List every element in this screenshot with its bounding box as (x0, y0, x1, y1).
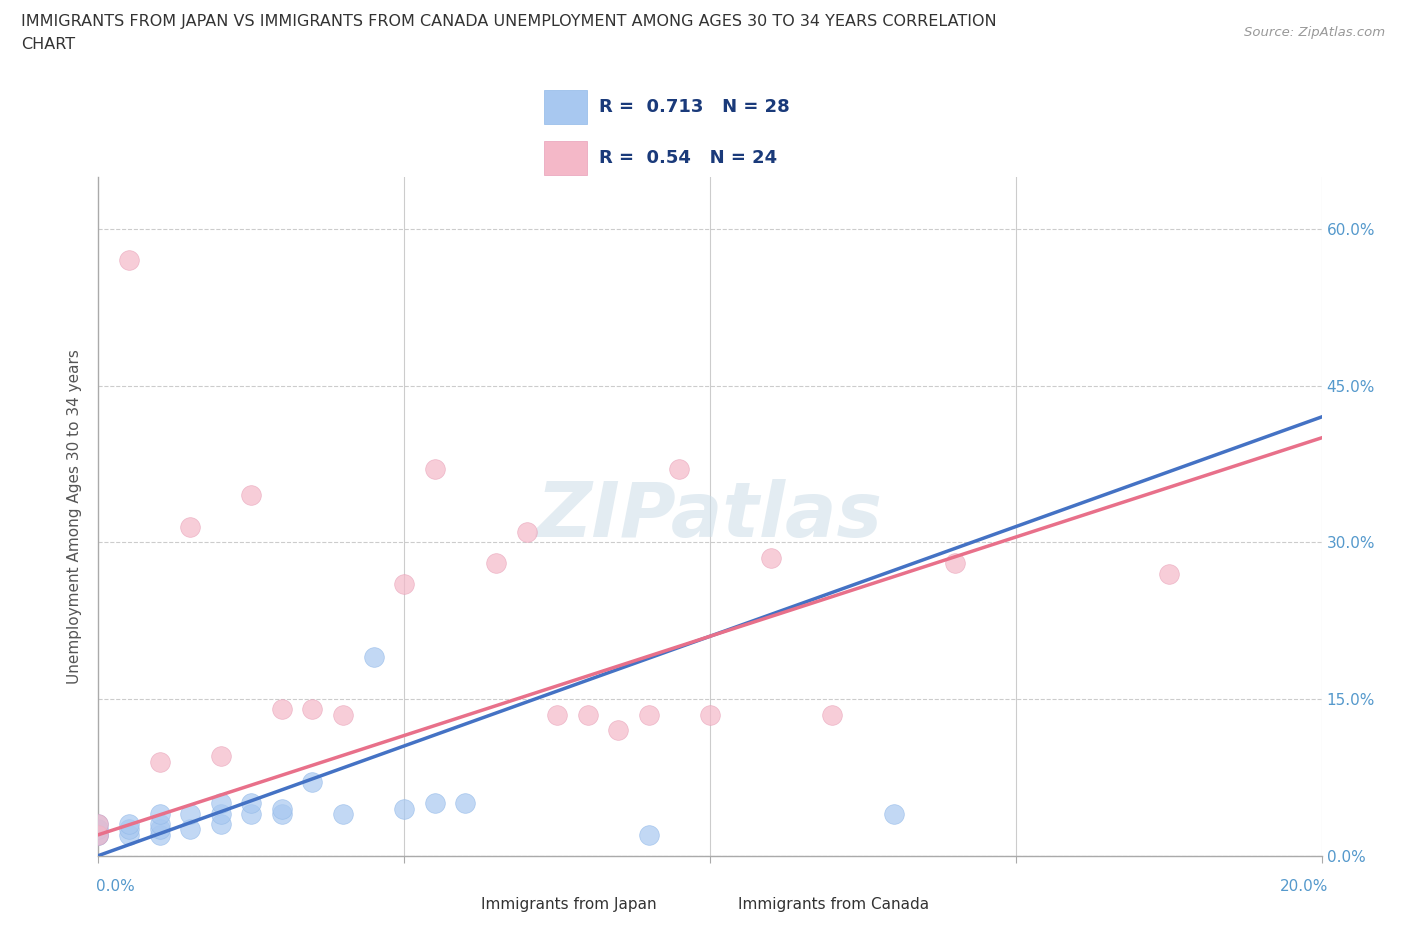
Point (576, 707, 599, 722)
Point (423, 461, 446, 476)
Point (209, 796, 232, 811)
Point (637, 828, 661, 843)
Point (699, 707, 721, 722)
Point (240, 796, 263, 811)
Point (87, 822, 110, 837)
Point (332, 707, 354, 722)
Point (149, 828, 172, 843)
Point (270, 801, 292, 816)
Text: 20.0%: 20.0% (1281, 879, 1329, 894)
Point (270, 702, 292, 717)
Point (759, 551, 782, 565)
Point (118, 822, 141, 837)
Text: Immigrants from Japan: Immigrants from Japan (481, 897, 657, 912)
Point (392, 577, 416, 591)
Point (943, 556, 966, 571)
Text: R =  0.713   N = 28: R = 0.713 N = 28 (599, 98, 790, 116)
Point (87, 828, 110, 843)
Point (87, 817, 110, 831)
Text: 0.0%: 0.0% (96, 879, 135, 894)
Point (209, 806, 232, 821)
Text: Source: ZipAtlas.com: Source: ZipAtlas.com (1244, 26, 1385, 39)
Point (485, 556, 508, 571)
Point (240, 488, 263, 503)
Point (209, 817, 232, 831)
Text: ZIPatlas: ZIPatlas (537, 479, 883, 553)
Point (118, 828, 141, 843)
Point (149, 817, 172, 831)
Point (332, 806, 354, 821)
Point (87, 828, 110, 843)
Point (149, 822, 172, 837)
Point (516, 525, 538, 539)
Bar (544, 141, 586, 175)
Point (118, 817, 141, 831)
Point (149, 754, 172, 769)
Point (454, 796, 477, 811)
Text: R =  0.54   N = 24: R = 0.54 N = 24 (599, 149, 778, 167)
Point (392, 801, 416, 816)
Point (301, 775, 323, 790)
Point (149, 806, 172, 821)
Point (209, 749, 232, 764)
Point (637, 707, 661, 722)
Text: IMMIGRANTS FROM JAPAN VS IMMIGRANTS FROM CANADA UNEMPLOYMENT AMONG AGES 30 TO 34: IMMIGRANTS FROM JAPAN VS IMMIGRANTS FROM… (21, 14, 997, 29)
Point (883, 806, 905, 821)
Point (821, 707, 844, 722)
Point (87, 817, 110, 831)
Y-axis label: Unemployment Among Ages 30 to 34 years: Unemployment Among Ages 30 to 34 years (67, 349, 83, 684)
Point (363, 650, 385, 665)
Point (118, 253, 141, 268)
Point (179, 806, 201, 821)
Point (179, 519, 201, 534)
Point (87, 828, 110, 843)
Point (607, 723, 630, 737)
Point (179, 822, 201, 837)
Point (240, 806, 263, 821)
Point (301, 702, 323, 717)
Text: CHART: CHART (21, 37, 75, 52)
Bar (544, 89, 586, 124)
Point (546, 707, 568, 722)
Text: Immigrants from Canada: Immigrants from Canada (738, 897, 929, 912)
Point (423, 796, 446, 811)
Point (270, 806, 292, 821)
Point (668, 461, 690, 476)
Point (1157, 566, 1180, 581)
